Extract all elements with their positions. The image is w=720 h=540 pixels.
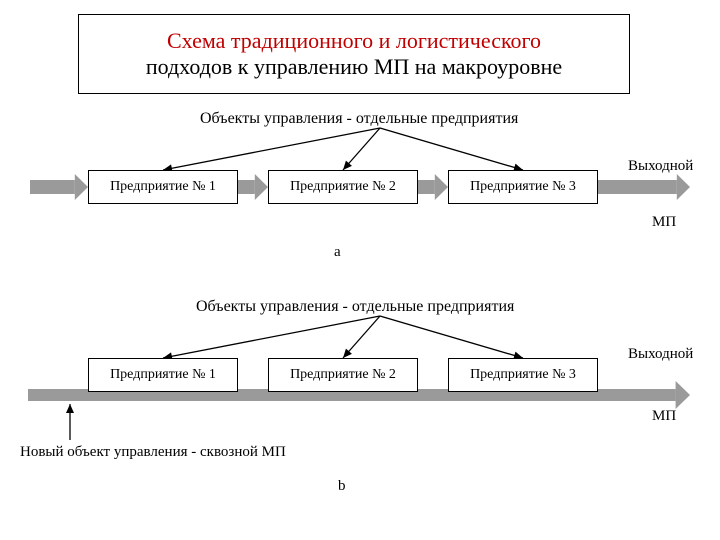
title-line-1: Схема традиционного и логистического [167,28,541,54]
panel-b-header: Объекты управления - отдельные предприят… [196,298,514,316]
panel-b-box-2-label: Предприятие № 2 [290,367,396,383]
panel-a-box-1-label: Предприятие № 1 [110,179,216,195]
panel-a-box-3: Предприятие № 3 [448,170,598,204]
panel-a-box-2: Предприятие № 2 [268,170,418,204]
title-box: Схема традиционного и логистического под… [78,14,630,94]
panel-b-box-3: Предприятие № 3 [448,358,598,392]
panel-b-box-1: Предприятие № 1 [88,358,238,392]
panel-b-box-3-label: Предприятие № 3 [470,367,576,383]
panel-b-box-2: Предприятие № 2 [268,358,418,392]
panel-a-output-bottom: МП [652,214,676,231]
panel-a-caption: a [334,244,341,261]
panel-a-box-2-label: Предприятие № 2 [290,179,396,195]
panel-b-output-top: Выходной [628,346,693,363]
panel-a-box-3-label: Предприятие № 3 [470,179,576,195]
panel-b-output-bottom: МП [652,408,676,425]
panel-b-bottom-label: Новый объект управления - сквозной МП [20,444,286,461]
panel-b-caption: b [338,478,346,495]
panel-a-box-1: Предприятие № 1 [88,170,238,204]
title-line-2: подходов к управлению МП на макроуровне [146,54,562,80]
panel-a-header: Объекты управления - отдельные предприят… [200,110,518,128]
panel-b-box-1-label: Предприятие № 1 [110,367,216,383]
panel-a-output-top: Выходной [628,158,693,175]
